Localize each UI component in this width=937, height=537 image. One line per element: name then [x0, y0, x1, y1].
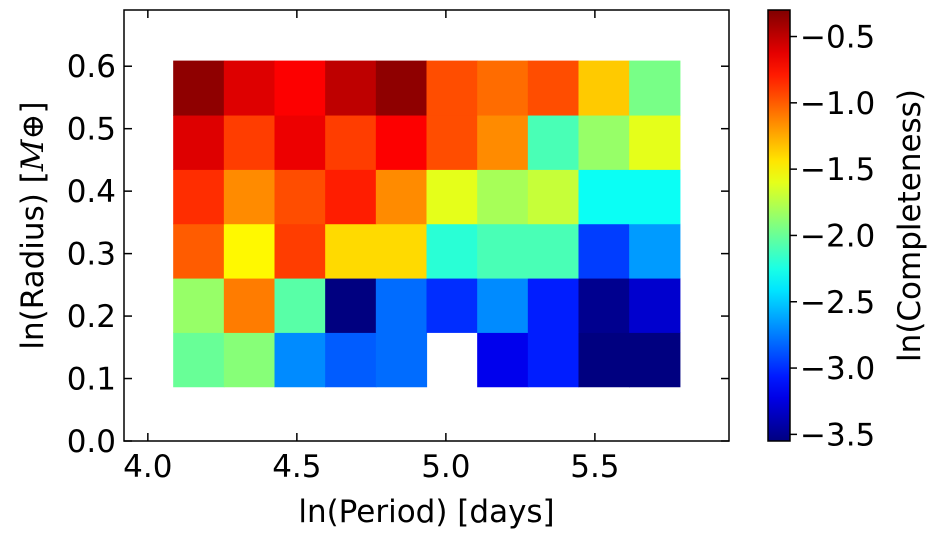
- heatmap-cell: [325, 223, 377, 279]
- heatmap-cell: [527, 60, 580, 116]
- heatmap-cell: [477, 277, 529, 333]
- plot-frame: [123, 9, 730, 442]
- heatmap-cell: [375, 169, 428, 225]
- heatmap-cell: [274, 60, 326, 116]
- y-axis-ticks: 0.0 0.1 0.2 0.3 0.4 0.5 0.6: [67, 49, 729, 460]
- heatmap-cell: [527, 114, 580, 170]
- x-tick-label: 4.0: [123, 449, 172, 485]
- colorbar: [768, 10, 790, 441]
- x-axis-title: ln(Period) [days]: [298, 494, 554, 530]
- colorbar-tick-label: −0.5: [800, 20, 875, 56]
- heatmap-cell: [375, 60, 428, 116]
- heatmap-cell: [527, 332, 580, 388]
- heatmap-cells: [173, 60, 681, 388]
- heatmap-cell: [274, 332, 326, 388]
- heatmap-cell: [375, 277, 428, 333]
- heatmap-cell: [527, 277, 580, 333]
- heatmap-cell: [426, 223, 478, 279]
- heatmap-cell: [274, 277, 326, 333]
- heatmap-cell: [223, 114, 276, 170]
- heatmap-cell: [629, 332, 681, 388]
- heatmap-cell: [325, 277, 377, 333]
- heatmap-cell: [629, 223, 681, 279]
- heatmap-cell: [325, 60, 377, 116]
- heatmap-cell: [477, 169, 529, 225]
- y-tick-label: 0.5: [67, 112, 116, 148]
- heatmap-cell: [223, 169, 276, 225]
- x-tick-label: 5.5: [570, 449, 619, 485]
- y-tick-label: 0.0: [67, 424, 116, 460]
- heatmap-cell: [173, 60, 225, 116]
- heatmap-cell: [173, 114, 225, 170]
- colorbar-tick-label: −2.0: [800, 218, 875, 254]
- heatmap-cell: [173, 169, 225, 225]
- heatmap-cell: [426, 277, 478, 333]
- heatmap-cell: [325, 332, 377, 388]
- heatmap-cell: [173, 223, 225, 279]
- heatmap-cell: [527, 169, 580, 225]
- heatmap-cell: [325, 169, 377, 225]
- heatmap-cell: [325, 114, 377, 170]
- colorbar-tick-label: −1.0: [800, 86, 875, 122]
- y-axis-title-main: ln(Radius) [: [15, 171, 51, 349]
- heatmap-cell: [375, 114, 428, 170]
- y-tick-label: 0.1: [67, 362, 116, 398]
- y-tick-label: 0.3: [67, 237, 116, 273]
- heatmap-cell: [629, 60, 681, 116]
- heatmap-cell: [578, 332, 630, 388]
- heatmap-cell: [629, 277, 681, 333]
- heatmap-cell: [578, 60, 630, 116]
- heatmap-cell: [223, 332, 276, 388]
- heatmap-cell: [477, 223, 529, 279]
- heatmap-cell: [274, 169, 326, 225]
- heatmap-cell: [629, 114, 681, 170]
- y-tick-label: 0.6: [67, 49, 116, 85]
- y-tick-label: 0.2: [67, 299, 116, 335]
- heatmap-cell: [274, 223, 326, 279]
- heatmap-cell: [578, 223, 630, 279]
- heatmap-cell: [477, 60, 529, 116]
- heatmap-cell: [578, 277, 630, 333]
- heatmap-cell: [578, 169, 630, 225]
- heatmap-cell: [477, 332, 529, 388]
- y-tick-label: 0.4: [67, 174, 116, 210]
- heatmap-cell: [223, 60, 276, 116]
- heatmap-cell: [629, 169, 681, 225]
- y-axis-title: ln(Radius) [M⊕]: [15, 101, 51, 349]
- colorbar-tick-label: −1.5: [800, 152, 875, 188]
- heatmap-cell: [477, 114, 529, 170]
- heatmap-cell: [426, 114, 478, 170]
- heatmap-cell: [375, 332, 428, 388]
- colorbar-ticks: −0.5 −1.0 −1.5 −2.0 −2.5 −3.0 −3.5: [790, 20, 875, 453]
- heatmap-cell: [173, 277, 225, 333]
- heatmap-cell: [426, 60, 478, 116]
- heatmap-cell: [223, 223, 276, 279]
- colorbar-tick-label: −3.0: [800, 351, 875, 387]
- heatmap-cell: [527, 223, 580, 279]
- heatmap-cell: [426, 169, 478, 225]
- x-tick-label: 4.5: [272, 449, 321, 485]
- x-axis-ticks: 4.0 4.5 5.0 5.5: [123, 10, 620, 485]
- colorbar-tick-label: −3.5: [800, 417, 875, 453]
- colorbar-title: ln(Completeness): [892, 89, 928, 362]
- heatmap-cell: [274, 114, 326, 170]
- heatmap-cell: [173, 332, 225, 388]
- x-tick-label: 5.0: [421, 449, 470, 485]
- heatmap-cell: [375, 223, 428, 279]
- y-axis-title-unit: M⊕: [15, 114, 51, 173]
- y-axis-title-close: ]: [15, 101, 51, 113]
- heatmap-cell: [578, 114, 630, 170]
- heatmap-cell: [223, 277, 276, 333]
- colorbar-frame: [767, 9, 791, 442]
- colorbar-tick-label: −2.5: [800, 285, 875, 321]
